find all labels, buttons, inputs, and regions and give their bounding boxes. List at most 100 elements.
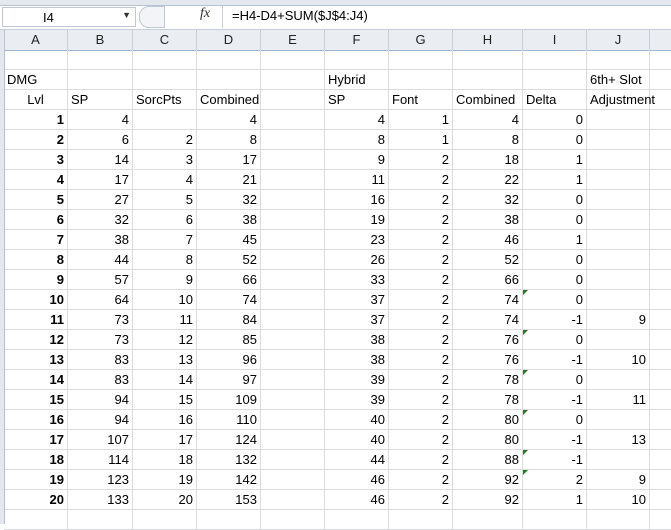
cell-d-lvl4[interactable]: 21 <box>197 170 261 190</box>
cell-a-lvl2[interactable]: 2 <box>4 130 68 150</box>
cell-d-lvl9[interactable]: 66 <box>197 270 261 290</box>
cell-a-lvl8[interactable]: 8 <box>4 250 68 270</box>
cell-a-lvl13[interactable]: 13 <box>4 350 68 370</box>
empty-cell[interactable] <box>650 370 671 390</box>
cell-i-lvl8[interactable]: 0 <box>523 250 587 270</box>
cell-a-lvl11[interactable]: 11 <box>4 310 68 330</box>
cell-g-groups[interactable] <box>389 70 453 90</box>
cell-h-lvl12[interactable]: 76 <box>453 330 523 350</box>
cell-c-lvl16[interactable]: 16 <box>133 410 197 430</box>
cell-j-lvl2[interactable] <box>587 130 650 150</box>
cell-d-lvl12[interactable]: 85 <box>197 330 261 350</box>
cell-j-lvl6[interactable] <box>587 210 650 230</box>
cell-c-lvl17[interactable]: 17 <box>133 430 197 450</box>
cell-c-labels[interactable]: SorcPts <box>133 90 197 110</box>
cell-c-lvl8[interactable]: 8 <box>133 250 197 270</box>
cell-e-lvl2[interactable] <box>261 130 325 150</box>
empty-cell[interactable] <box>68 50 133 70</box>
cell-b-lvl15[interactable]: 94 <box>68 390 133 410</box>
cell-j-lvl7[interactable] <box>587 230 650 250</box>
empty-cell[interactable] <box>4 510 68 530</box>
cell-h-lvl1[interactable]: 4 <box>453 110 523 130</box>
cell-j-lvl3[interactable] <box>587 150 650 170</box>
cell-c-lvl15[interactable]: 15 <box>133 390 197 410</box>
empty-cell[interactable] <box>587 50 650 70</box>
cell-j-lvl16[interactable] <box>587 410 650 430</box>
cell-h-lvl15[interactable]: 78 <box>453 390 523 410</box>
cell-d-lvl17[interactable]: 124 <box>197 430 261 450</box>
cell-h-lvl8[interactable]: 52 <box>453 250 523 270</box>
cell-j-lvl17[interactable]: 13 <box>587 430 650 450</box>
cell-a-lvl6[interactable]: 6 <box>4 210 68 230</box>
cell-h-lvl14[interactable]: 78 <box>453 370 523 390</box>
cell-g-lvl5[interactable]: 2 <box>389 190 453 210</box>
cell-g-lvl13[interactable]: 2 <box>389 350 453 370</box>
cell-d-groups[interactable] <box>197 70 261 90</box>
cell-i-lvl2[interactable]: 0 <box>523 130 587 150</box>
cell-d-lvl19[interactable]: 142 <box>197 470 261 490</box>
cell-f-lvl13[interactable]: 38 <box>325 350 389 370</box>
empty-cell[interactable] <box>650 230 671 250</box>
cell-f-labels[interactable]: SP <box>325 90 389 110</box>
cell-g-labels[interactable]: Font <box>389 90 453 110</box>
cell-c-lvl19[interactable]: 19 <box>133 470 197 490</box>
cell-h-lvl9[interactable]: 66 <box>453 270 523 290</box>
cell-e-lvl18[interactable] <box>261 450 325 470</box>
cell-j-lvl12[interactable] <box>587 330 650 350</box>
cell-d-lvl16[interactable]: 110 <box>197 410 261 430</box>
empty-cell[interactable] <box>650 250 671 270</box>
empty-cell[interactable] <box>650 510 671 530</box>
cell-c-lvl5[interactable]: 5 <box>133 190 197 210</box>
cell-e-lvl1[interactable] <box>261 110 325 130</box>
empty-cell[interactable] <box>650 110 671 130</box>
cell-b-lvl1[interactable]: 4 <box>68 110 133 130</box>
cell-i-lvl18[interactable]: -1 <box>523 450 587 470</box>
insert-function-icon[interactable]: fx <box>200 6 211 21</box>
cell-e-lvl20[interactable] <box>261 490 325 510</box>
cell-a-lvl20[interactable]: 20 <box>4 490 68 510</box>
cell-e-lvl10[interactable] <box>261 290 325 310</box>
cell-b-lvl18[interactable]: 114 <box>68 450 133 470</box>
cell-i-lvl16[interactable]: 0 <box>523 410 587 430</box>
cell-j-lvl4[interactable] <box>587 170 650 190</box>
cell-a-lvl7[interactable]: 7 <box>4 230 68 250</box>
column-header-d[interactable]: D <box>197 30 261 50</box>
cell-h-lvl7[interactable]: 46 <box>453 230 523 250</box>
cell-c-lvl10[interactable]: 10 <box>133 290 197 310</box>
error-indicator-icon[interactable] <box>523 330 528 335</box>
cell-e-lvl13[interactable] <box>261 350 325 370</box>
cell-e-lvl6[interactable] <box>261 210 325 230</box>
cell-h-lvl17[interactable]: 80 <box>453 430 523 450</box>
cell-i-lvl15[interactable]: -1 <box>523 390 587 410</box>
cell-h-lvl6[interactable]: 38 <box>453 210 523 230</box>
cell-e-lvl11[interactable] <box>261 310 325 330</box>
cell-j-groups[interactable]: 6th+ Slot <box>587 70 650 90</box>
cell-b-lvl10[interactable]: 64 <box>68 290 133 310</box>
cell-a-lvl16[interactable]: 16 <box>4 410 68 430</box>
cell-f-lvl11[interactable]: 37 <box>325 310 389 330</box>
error-indicator-icon[interactable] <box>523 470 528 475</box>
empty-cell[interactable] <box>650 450 671 470</box>
cell-f-groups[interactable]: Hybrid <box>325 70 389 90</box>
cell-i-lvl13[interactable]: -1 <box>523 350 587 370</box>
cell-i-lvl6[interactable]: 0 <box>523 210 587 230</box>
empty-cell[interactable] <box>650 210 671 230</box>
cell-d-lvl14[interactable]: 97 <box>197 370 261 390</box>
error-indicator-icon[interactable] <box>523 410 528 415</box>
cell-c-lvl20[interactable]: 20 <box>133 490 197 510</box>
cell-f-lvl18[interactable]: 44 <box>325 450 389 470</box>
cell-f-lvl8[interactable]: 26 <box>325 250 389 270</box>
cell-i-lvl20[interactable]: 1 <box>523 490 587 510</box>
cell-j-lvl15[interactable]: 11 <box>587 390 650 410</box>
cell-h-lvl18[interactable]: 88 <box>453 450 523 470</box>
cell-i-lvl4[interactable]: 1 <box>523 170 587 190</box>
column-header-g[interactable]: G <box>389 30 453 50</box>
column-header-i[interactable]: I <box>523 30 587 50</box>
cell-a-lvl15[interactable]: 15 <box>4 390 68 410</box>
cell-c-lvl3[interactable]: 3 <box>133 150 197 170</box>
empty-cell[interactable] <box>650 430 671 450</box>
cell-i-lvl19[interactable]: 2 <box>523 470 587 490</box>
cell-d-labels[interactable]: Combined <box>197 90 261 110</box>
formula-bar-resize-handle[interactable] <box>139 6 165 28</box>
cell-g-lvl12[interactable]: 2 <box>389 330 453 350</box>
